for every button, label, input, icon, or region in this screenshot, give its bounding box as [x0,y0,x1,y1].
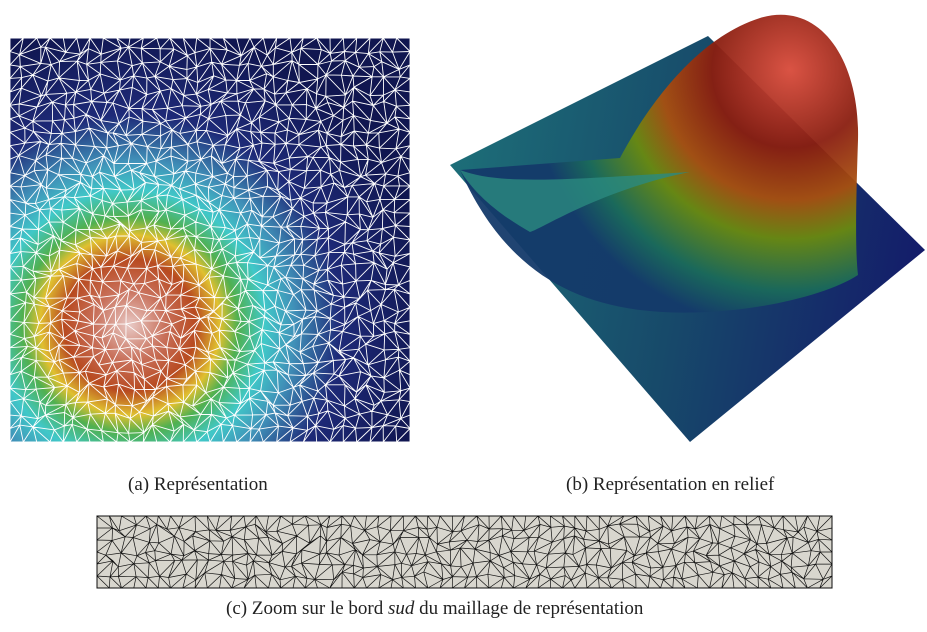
mesh-a-lines [9,37,411,443]
caption-a: (a) Représentation [128,474,268,495]
relief-fold [460,170,690,232]
caption-b: (b) Représentation en relief [566,474,775,495]
relief-surface [460,14,859,313]
mesh-c-lines [96,515,833,589]
caption-c: (c) Zoom sur le bord sud du maillage de … [226,598,644,619]
